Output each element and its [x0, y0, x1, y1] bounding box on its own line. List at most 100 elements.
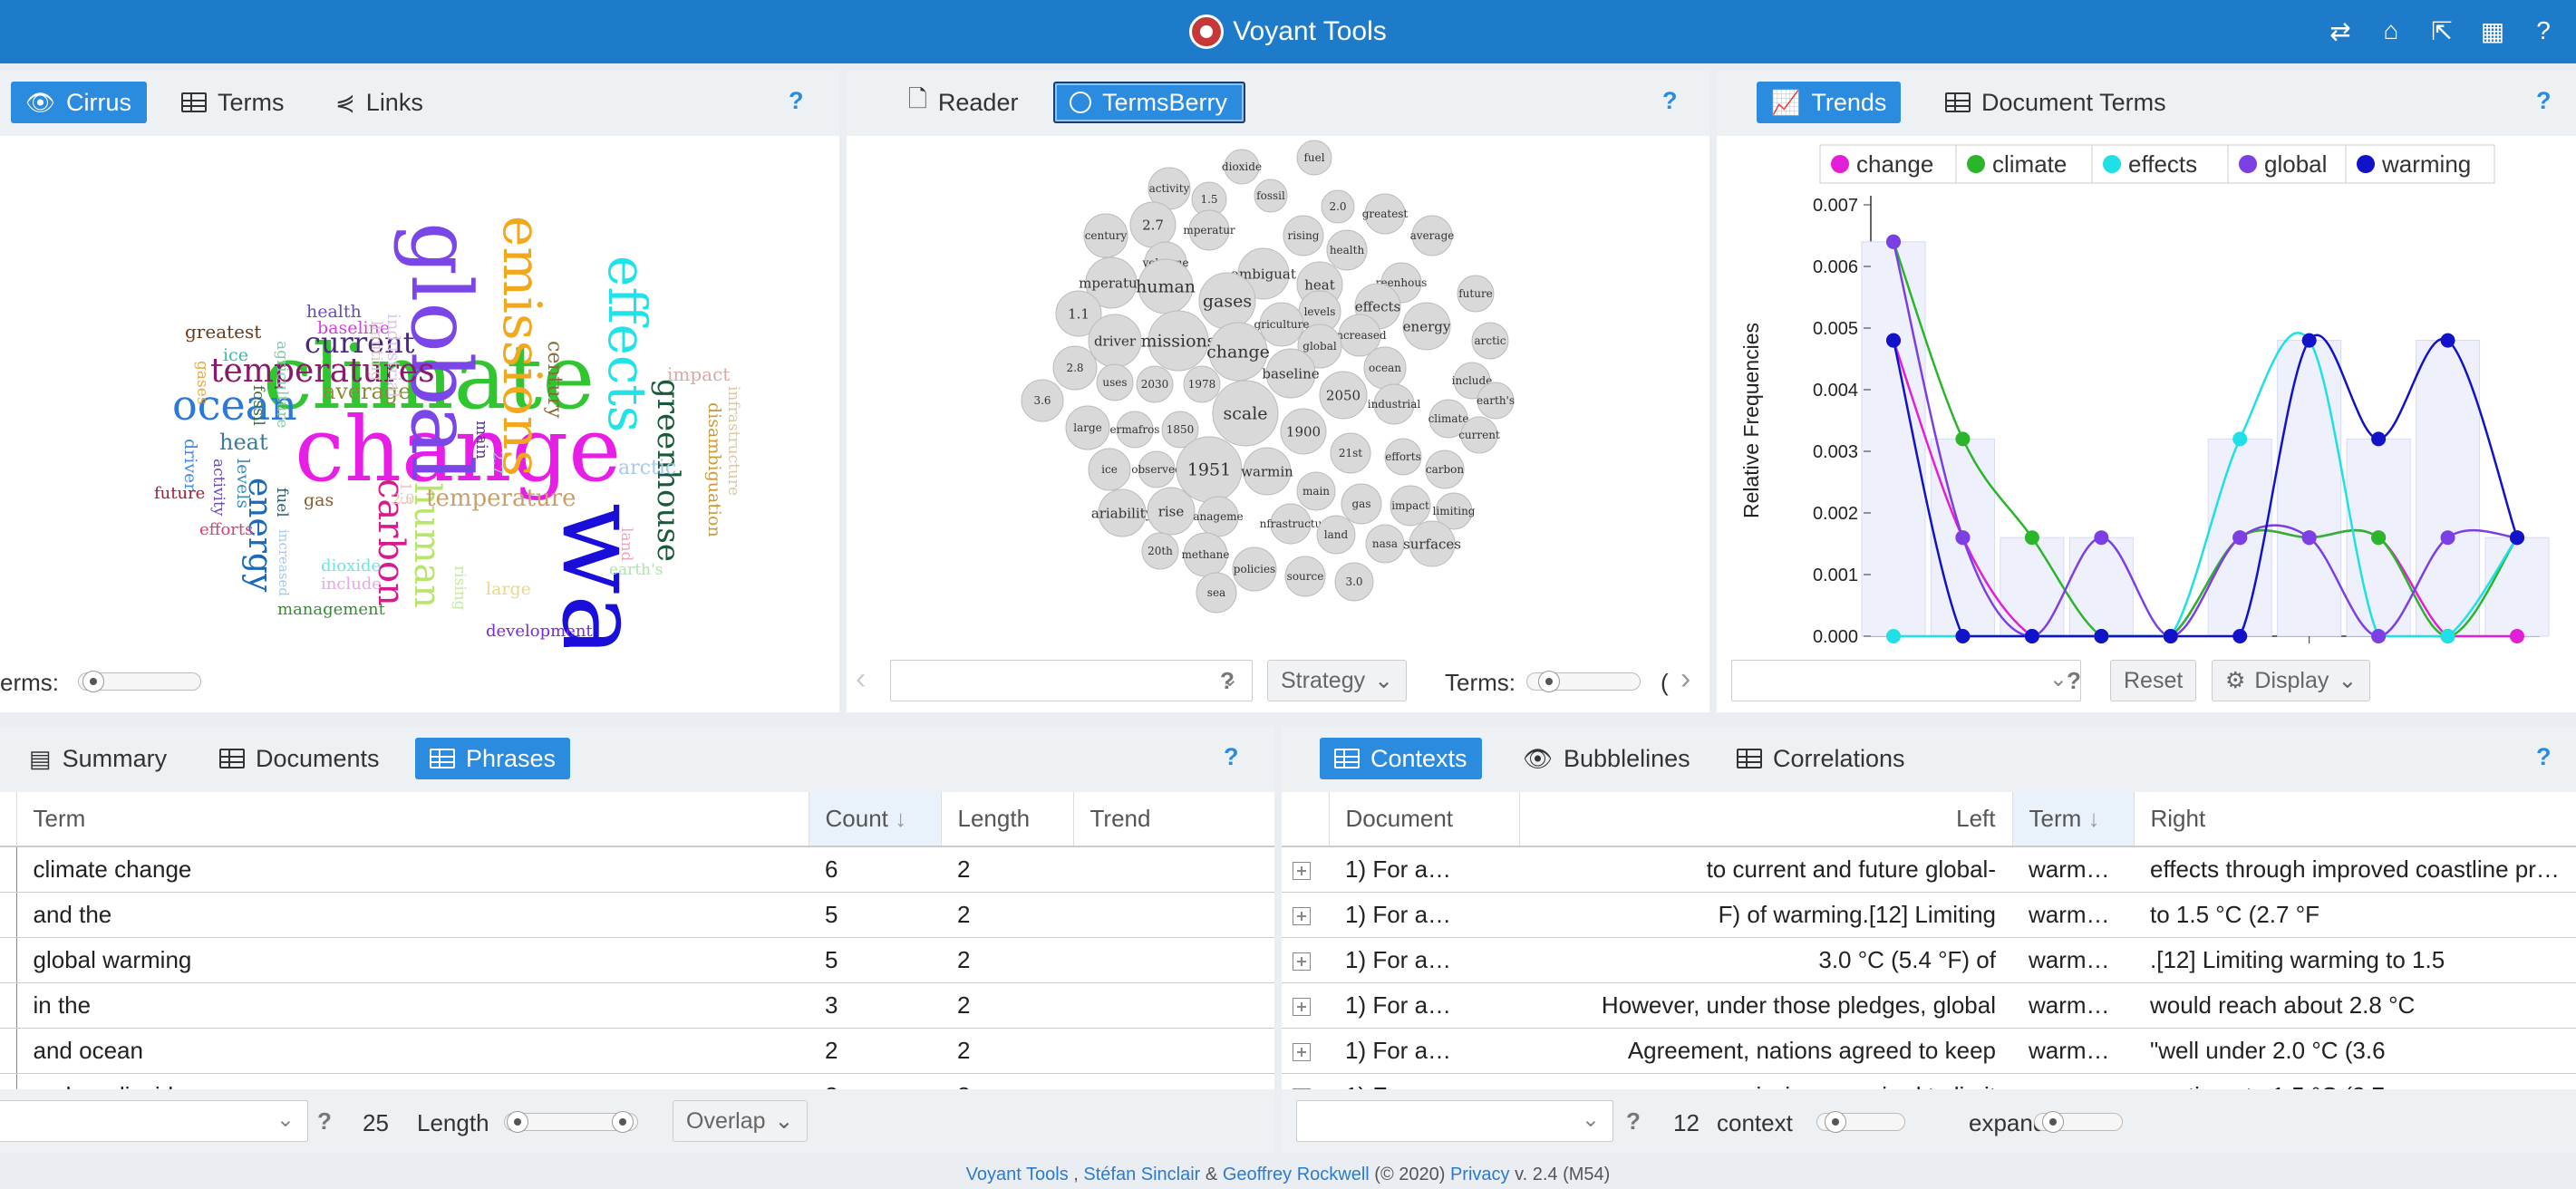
legend-item-change[interactable]: change: [1819, 144, 1957, 184]
column-header-term[interactable]: Term ↓: [2012, 792, 2135, 847]
tab-termsberry[interactable]: TermsBerry: [1053, 82, 1245, 123]
cloud-word[interactable]: land: [617, 527, 635, 562]
term-bubble[interactable]: rise: [1147, 487, 1196, 536]
data-point-warming[interactable]: [2371, 431, 2387, 447]
footer-author2-link[interactable]: Geoffrey Rockwell: [1222, 1165, 1370, 1184]
legend-item-global[interactable]: global: [2227, 144, 2347, 184]
term-bubble[interactable]: fossil: [1254, 179, 1288, 213]
term-bubble[interactable]: sea: [1196, 572, 1237, 614]
column-header-right[interactable]: Right: [2134, 792, 2576, 847]
term-bubble[interactable]: fuel: [1296, 140, 1332, 176]
data-point-global[interactable]: [2301, 530, 2317, 546]
term-bubble[interactable]: climate: [1428, 399, 1469, 439]
cloud-word[interactable]: temperature: [426, 485, 576, 512]
reset-button[interactable]: Reset: [2110, 660, 2197, 701]
footer-app-link[interactable]: Voyant Tools: [965, 1165, 1069, 1184]
term-bubble[interactable]: 3.6: [1021, 379, 1064, 422]
term-bubble[interactable]: change: [1206, 322, 1270, 382]
cloud-word[interactable]: warming: [538, 503, 663, 647]
context-slider[interactable]: [1816, 1111, 1905, 1133]
cloud-word[interactable]: energy: [241, 478, 278, 593]
data-point-global[interactable]: [2232, 530, 2248, 546]
tab-documents[interactable]: Documents: [205, 738, 394, 779]
length-slider[interactable]: [504, 1111, 638, 1133]
data-point-warming[interactable]: [1886, 333, 1901, 348]
expand-row-icon[interactable]: [1293, 906, 1311, 925]
tab-document-terms[interactable]: Document Terms: [1931, 82, 2181, 123]
cloud-word[interactable]: rising: [450, 566, 469, 611]
chevron-right-icon[interactable]: ›: [1680, 662, 1691, 696]
export-icon[interactable]: ⇱: [2431, 16, 2453, 45]
column-header-left[interactable]: Left: [1519, 792, 2013, 847]
cloud-word[interactable]: effects: [596, 256, 658, 432]
term-bubble[interactable]: griculture: [1254, 302, 1310, 347]
term-bubble[interactable]: greatest: [1362, 193, 1409, 235]
chevron-down-icon[interactable]: ⌄: [1581, 1107, 1600, 1132]
translate-icon[interactable]: ⇄: [2329, 16, 2351, 45]
term-bubble[interactable]: methane: [1181, 532, 1230, 577]
table-row[interactable]: climate change 6 2: [0, 846, 1274, 893]
slider-knob[interactable]: [1538, 671, 1560, 692]
term-bubble[interactable]: earth's: [1477, 382, 1515, 420]
term-bubble[interactable]: missions: [1140, 310, 1216, 372]
cloud-word[interactable]: average: [323, 379, 411, 404]
expand-row-icon[interactable]: [1293, 952, 1311, 971]
data-point-warming[interactable]: [2024, 629, 2039, 643]
slider-knob-max[interactable]: [612, 1111, 634, 1133]
term-bubble[interactable]: human: [1136, 258, 1196, 314]
table-row[interactable]: in the 3 2: [0, 982, 1274, 1029]
term-bubble[interactable]: uses: [1096, 363, 1134, 401]
help-icon[interactable]: ?: [2536, 16, 2551, 44]
contexts-search-combo[interactable]: ⌄: [1296, 1100, 1613, 1142]
cloud-word[interactable]: fossil: [249, 385, 267, 426]
data-point-effects[interactable]: [2232, 431, 2248, 447]
term-bubble[interactable]: main: [1296, 471, 1336, 511]
term-bubble[interactable]: mperatur: [1183, 209, 1235, 251]
cloud-word[interactable]: large: [486, 579, 531, 599]
cloud-word[interactable]: century: [543, 341, 566, 419]
cloud-word[interactable]: include: [321, 575, 382, 594]
term-bubble[interactable]: land: [1316, 515, 1356, 555]
tab-cirrus[interactable]: 👁 Cirrus: [11, 82, 147, 123]
term-bubble[interactable]: mperatur: [1079, 256, 1145, 309]
term-bubble[interactable]: 3.0: [1334, 562, 1374, 602]
data-point-global[interactable]: [2440, 530, 2455, 546]
cloud-word[interactable]: 2.0: [392, 490, 414, 508]
data-point-change[interactable]: [2510, 629, 2524, 643]
legend-item-warming[interactable]: warming: [2345, 144, 2495, 184]
tab-contexts[interactable]: Contexts: [1320, 738, 1482, 779]
termsberry-help-icon[interactable]: ?: [1662, 87, 1678, 114]
chevron-down-icon[interactable]: ⌄: [1220, 667, 1239, 691]
term-bubble[interactable]: baseline: [1262, 348, 1320, 399]
cloud-word[interactable]: carbon: [370, 478, 412, 606]
terms-slider[interactable]: [1526, 671, 1641, 692]
slider-knob-min[interactable]: [507, 1111, 528, 1133]
term-bubble[interactable]: efforts: [1384, 438, 1422, 476]
search-help-icon[interactable]: ?: [2067, 667, 2081, 694]
cloud-word[interactable]: development: [486, 622, 593, 641]
cirrus-help-icon[interactable]: ?: [789, 87, 804, 114]
table-row[interactable]: 1) For a… However, under those pledges, g…: [1282, 982, 2576, 1029]
cloud-word[interactable]: impact: [667, 363, 730, 385]
term-bubble[interactable]: anageme: [1193, 496, 1244, 537]
cloud-word[interactable]: driver: [180, 439, 200, 492]
cloud-word[interactable]: levels: [233, 459, 253, 508]
expand-row-icon[interactable]: [1293, 1042, 1311, 1061]
tab-summary[interactable]: ▤ Summary: [15, 738, 181, 779]
expand-slider[interactable]: [2034, 1111, 2123, 1133]
cloud-word[interactable]: heat: [219, 430, 268, 455]
cloud-word[interactable]: infrastructure: [724, 386, 742, 496]
term-bubble[interactable]: industrial: [1368, 383, 1421, 425]
phrases-search-combo[interactable]: ⌄: [0, 1100, 308, 1142]
footer-author1-link[interactable]: Stéfan Sinclair: [1083, 1165, 1201, 1184]
cloud-word[interactable]: fuel: [273, 488, 291, 517]
cloud-word[interactable]: gas: [304, 490, 334, 510]
cloud-word[interactable]: change: [295, 399, 621, 502]
legend-item-effects[interactable]: effects: [2091, 144, 2229, 184]
table-row[interactable]: 1) For a… 3.0 °C (5.4 °F) of warm… .[12] Li…: [1282, 937, 2576, 983]
table-row[interactable]: 1) For a… to current and future global-wa…: [1282, 846, 2576, 893]
term-bubble[interactable]: 2.0: [1321, 189, 1355, 224]
data-point-global[interactable]: [2371, 629, 2387, 643]
data-point-warming[interactable]: [1955, 629, 1971, 643]
term-bubble[interactable]: rising: [1283, 215, 1324, 256]
